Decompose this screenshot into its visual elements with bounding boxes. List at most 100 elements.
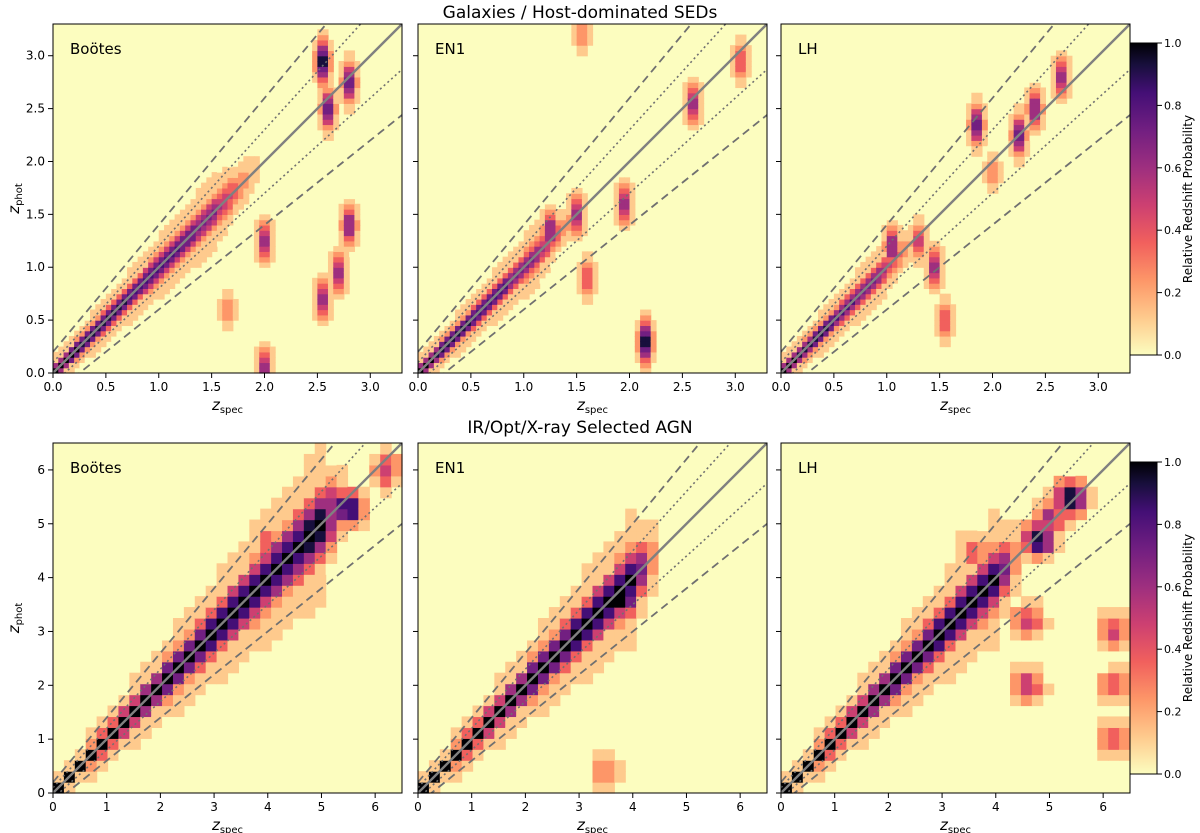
heatmap-cell <box>603 628 615 641</box>
heatmap-cell <box>1013 161 1020 168</box>
heatmap-cell <box>439 749 452 761</box>
heatmap-cell <box>539 267 546 274</box>
heatmap-cell <box>1010 585 1022 597</box>
heatmap-cell <box>222 214 229 221</box>
heatmap-cell <box>74 341 81 348</box>
heatmap-cell <box>807 351 814 358</box>
heatmap-cell <box>343 193 350 200</box>
heatmap-cell <box>470 320 477 327</box>
heatmap-cell <box>238 172 244 178</box>
x-tick-label: 5 <box>1046 800 1054 814</box>
heatmap-cell <box>955 530 968 543</box>
heatmap-cell <box>559 607 572 619</box>
heatmap-cell <box>581 214 588 221</box>
heatmap-cell <box>227 661 240 674</box>
heatmap-cell <box>1097 661 1109 674</box>
heatmap-cell <box>640 357 646 364</box>
heatmap-cell <box>433 357 440 364</box>
heatmap-cell <box>650 335 657 342</box>
heatmap-cell <box>322 92 329 99</box>
heatmap-cell <box>955 618 968 630</box>
heatmap-cell <box>544 230 551 237</box>
heatmap-cell <box>327 87 334 94</box>
heatmap-cell <box>423 346 430 353</box>
heatmap-cell <box>587 251 594 258</box>
heatmap-cell <box>492 267 498 274</box>
heatmap-cell <box>483 705 495 718</box>
heatmap-cell <box>603 650 615 663</box>
heatmap-cell <box>559 650 572 663</box>
x-tick-label: 0.5 <box>824 380 843 394</box>
heatmap-cell <box>95 320 102 327</box>
heatmap-cell <box>497 267 504 274</box>
heatmap-cell <box>1061 50 1068 57</box>
heatmap-cell <box>338 277 345 284</box>
heatmap-cell <box>618 193 625 200</box>
heatmap-cell <box>1024 103 1031 110</box>
heatmap-cell <box>735 76 742 83</box>
heatmap-cell <box>116 293 123 300</box>
heatmap-cell <box>846 683 858 696</box>
heatmap-cell <box>929 240 935 247</box>
heatmap-cell <box>613 187 620 194</box>
heatmap-cell <box>312 304 318 311</box>
heatmap-cell <box>997 172 1004 178</box>
heatmap-cell <box>881 230 888 237</box>
heatmap-cell <box>507 251 514 258</box>
heatmap-cell <box>939 325 946 332</box>
heatmap-cell <box>999 530 1011 543</box>
heatmap-cell <box>581 193 588 200</box>
heatmap-cell <box>137 267 144 274</box>
heatmap-cell <box>539 224 546 231</box>
heatmap-cell <box>529 272 535 279</box>
heatmap-cell <box>855 272 861 279</box>
heatmap-cell <box>127 283 133 289</box>
heatmap-cell <box>544 219 551 226</box>
heatmap-cell <box>418 351 424 358</box>
heatmap-cell <box>576 29 583 36</box>
heatmap-cell <box>317 71 324 78</box>
heatmap-cell <box>1108 749 1120 761</box>
heatmap-cell <box>312 293 318 300</box>
heatmap-cell <box>576 34 583 41</box>
heatmap-cell <box>227 288 234 295</box>
heatmap-cell <box>955 596 968 608</box>
heatmap-cell <box>1075 497 1087 510</box>
heatmap-cell <box>934 240 941 247</box>
heatmap-cell <box>625 519 637 532</box>
heatmap-cell <box>966 119 972 126</box>
heatmap-cell <box>338 261 345 268</box>
heatmap-cell <box>813 727 826 739</box>
heatmap-cell <box>855 314 861 321</box>
x-tick-label: 2.0 <box>983 380 1002 394</box>
heatmap-cell <box>260 607 272 619</box>
heatmap-cell <box>902 235 909 242</box>
heatmap-cell <box>132 277 139 284</box>
heatmap-cell <box>174 277 181 284</box>
heatmap-cell <box>354 61 361 67</box>
heatmap-cell <box>190 214 197 221</box>
heatmap-cell <box>449 341 456 348</box>
heatmap-cell <box>423 357 430 364</box>
heatmap-cell <box>518 283 525 289</box>
heatmap-cell <box>518 256 525 263</box>
heatmap-cell <box>828 298 835 305</box>
colorbar-tick-label: 0.0 <box>1164 768 1182 781</box>
heatmap-cell <box>317 293 324 300</box>
heatmap-cell <box>839 320 846 327</box>
heatmap-cell <box>205 639 218 652</box>
heatmap-cell <box>971 119 978 126</box>
heatmap-cell <box>839 298 846 305</box>
heatmap-cell <box>729 66 736 73</box>
heatmap-cell <box>857 694 869 707</box>
heatmap-cell <box>592 261 599 268</box>
heatmap-cell <box>1042 683 1055 696</box>
heatmap-cell <box>322 103 329 110</box>
heatmap-cell <box>966 108 972 115</box>
heatmap-cell <box>1119 727 1131 739</box>
heatmap-cell <box>740 50 747 57</box>
heatmap-cell <box>303 563 316 575</box>
heatmap-cell <box>343 203 350 210</box>
dotted-upper-line <box>418 24 727 363</box>
heatmap-cell <box>322 113 329 120</box>
